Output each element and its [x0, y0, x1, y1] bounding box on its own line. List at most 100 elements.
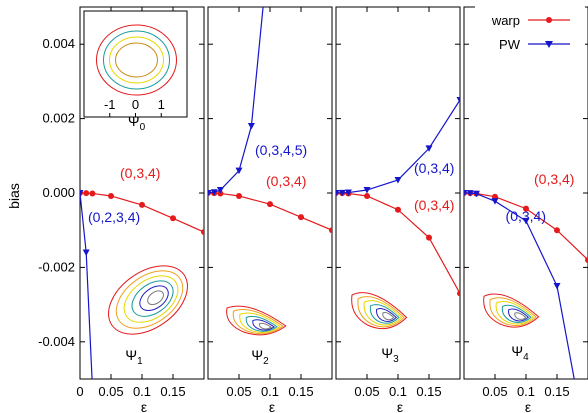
- data-point-warp: [139, 201, 145, 208]
- x-tick-label: 0.05: [354, 384, 379, 399]
- inset-contour-ring: [103, 30, 170, 90]
- contour-ring: [115, 270, 184, 329]
- inset-contour-ring: [115, 42, 158, 78]
- panels-group: -0.004 -0.002 0.000 0.002 0.004 0 0.05 0.1 0.15 ε…: [38, 0, 588, 413]
- x-tick-label: 0.15: [544, 384, 569, 399]
- psi-label: Ψ4: [511, 343, 529, 363]
- data-point-warp: [554, 227, 560, 234]
- contour-ring: [501, 304, 532, 324]
- series-label-warp: (0,3,4): [120, 165, 160, 181]
- data-point-pw: [336, 190, 340, 197]
- psi-label: Ψ1: [125, 347, 143, 367]
- x-axis-label: ε: [525, 399, 531, 413]
- x-tick-label: 0.05: [226, 384, 251, 399]
- y-tick-label: -0.004: [38, 334, 75, 349]
- contour-ring: [514, 312, 527, 320]
- psi-label: Ψ3: [381, 345, 399, 365]
- series-group: [208, 0, 332, 234]
- x-tick-label: 0.1: [389, 384, 407, 399]
- x-tick-label: 0.1: [133, 384, 151, 399]
- data-point-pw: [491, 198, 499, 205]
- data-point-warp: [89, 190, 96, 197]
- series-label-warp: (0,3,4): [414, 197, 454, 213]
- data-point-pw: [344, 189, 352, 197]
- data-point-pw: [553, 283, 561, 290]
- data-point-pw: [363, 187, 371, 194]
- contour-ring: [363, 300, 403, 326]
- series-line-pw: [208, 7, 264, 194]
- contour-plot: [483, 293, 540, 328]
- series-label-pw: (0,3,4,5): [255, 142, 307, 158]
- contour-plot: [108, 265, 188, 335]
- data-point-pw: [338, 189, 346, 197]
- x-tick-label: 0: [76, 384, 83, 399]
- contour-ring: [147, 290, 164, 306]
- data-point-pw: [522, 217, 530, 225]
- panel-frame: [207, 6, 333, 380]
- x-tick-label: 0.1: [261, 384, 279, 399]
- data-point-pw: [472, 190, 480, 198]
- data-point-warp: [201, 229, 204, 236]
- contour-ring: [226, 305, 287, 336]
- data-point-pw: [247, 123, 255, 130]
- x-tick-label: 0.15: [160, 384, 185, 399]
- inset-psi-label: Ψ0: [128, 113, 146, 133]
- data-point-pw: [572, 383, 579, 390]
- inset-x-tick-label: 0: [132, 97, 139, 112]
- series-label-pw: (0,3,4): [506, 208, 546, 224]
- data-point-warp: [236, 192, 242, 199]
- data-point-warp: [426, 234, 432, 241]
- panel-1: -0.004 -0.002 0.000 0.002 0.004 0 0.05 0.1 0.15 ε…: [38, 6, 205, 413]
- data-point-warp: [267, 201, 273, 208]
- data-point-pw: [260, 0, 267, 3]
- data-point-pw: [210, 189, 218, 196]
- contour-ring: [369, 304, 400, 324]
- inset-contour-ring: [96, 24, 177, 96]
- series-label-warp: (0,3,4): [534, 171, 574, 187]
- inset-x-tick-label: 1: [158, 97, 165, 112]
- series-label-pw: (0,3,4): [414, 160, 454, 176]
- inset-frame: [83, 10, 188, 118]
- contour-ring: [239, 312, 281, 334]
- contour-ring: [232, 309, 284, 335]
- inset-psi0: -1 0 1 Ψ0: [83, 10, 188, 133]
- contour-ring: [495, 301, 535, 325]
- contour-ring: [131, 280, 174, 317]
- contour-ring: [382, 312, 395, 321]
- legend-marker-pw: [545, 41, 553, 48]
- contour-ring: [108, 265, 188, 335]
- contour-plot: [226, 305, 287, 336]
- data-point-pw: [425, 145, 433, 152]
- y-tick-label: 0.002: [42, 111, 75, 126]
- data-point-pw: [82, 249, 90, 257]
- contour-ring: [139, 285, 169, 311]
- contour-ring: [483, 293, 540, 328]
- data-point-warp: [457, 290, 460, 297]
- y-tick-label: 0.004: [42, 36, 75, 51]
- contour-ring: [252, 319, 275, 331]
- data-point-warp: [364, 192, 370, 199]
- contour-ring: [357, 296, 405, 328]
- psi-label: Ψ2: [251, 347, 269, 367]
- series-line-warp: [464, 192, 588, 261]
- data-point-warp: [329, 227, 332, 234]
- x-tick-label: 0.05: [482, 384, 507, 399]
- series-group: [80, 190, 204, 390]
- data-point-pw: [208, 190, 212, 197]
- contour-ring: [245, 315, 278, 332]
- data-point-pw: [464, 190, 468, 197]
- data-point-pw: [216, 187, 224, 194]
- data-point-warp: [585, 256, 588, 263]
- legend-label-warp: warp: [491, 13, 520, 28]
- y-tick-label: -0.002: [38, 259, 75, 274]
- series-label-warp: (0,3,4): [266, 173, 306, 189]
- x-axis-label: ε: [397, 399, 403, 413]
- data-point-pw: [80, 190, 84, 197]
- data-point-pw: [466, 190, 474, 197]
- contour-ring: [351, 292, 408, 330]
- data-point-pw: [89, 383, 96, 390]
- contour-ring: [258, 322, 273, 330]
- data-point-warp: [108, 192, 114, 199]
- contour-ring: [123, 275, 179, 323]
- contour-ring: [376, 308, 398, 323]
